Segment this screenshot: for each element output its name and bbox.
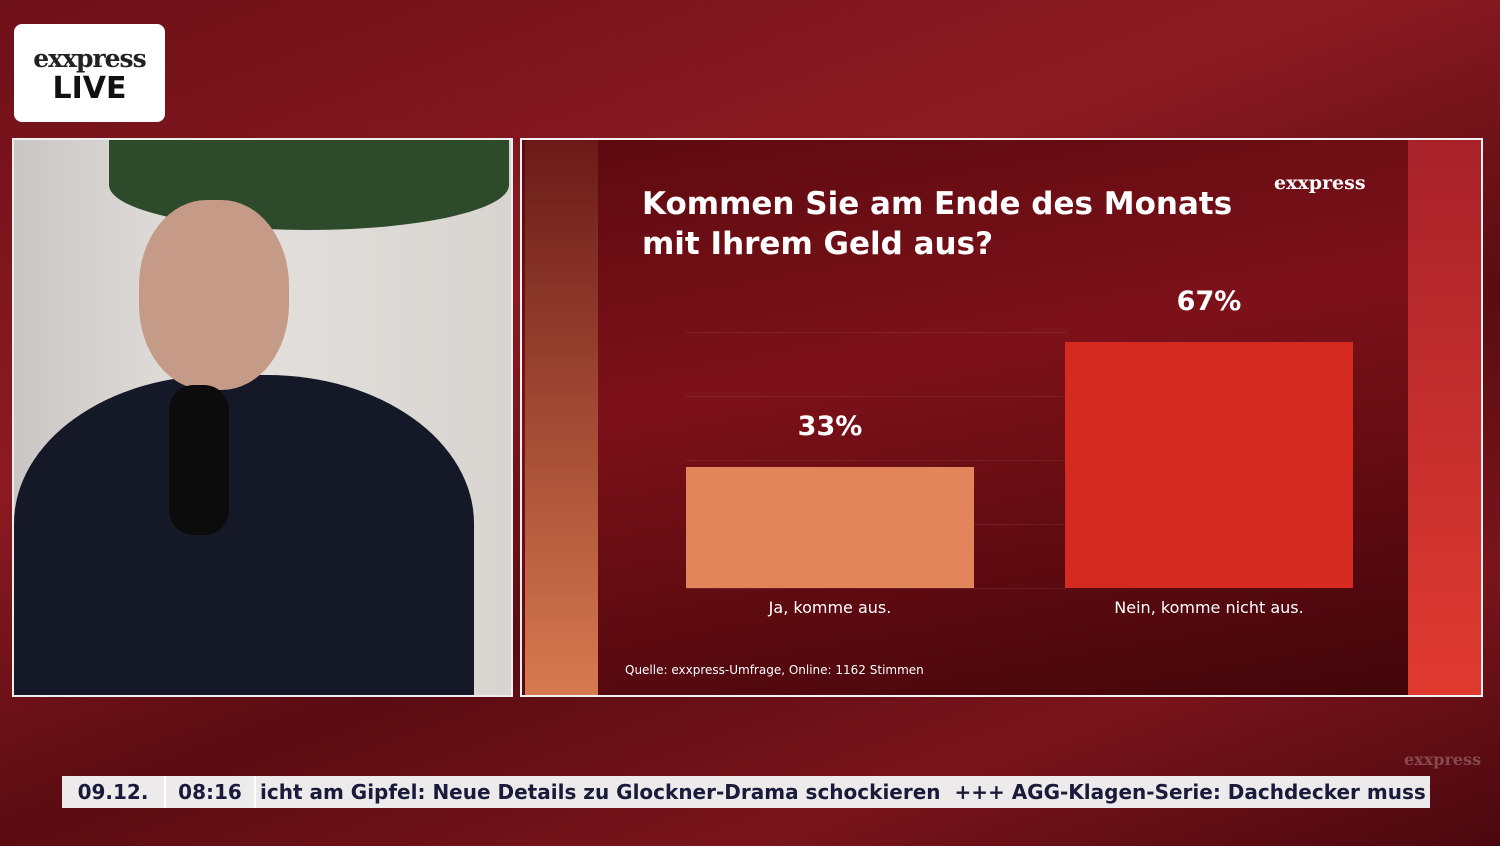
chart-title: Kommen Sie am Ende des Monats mit Ihrem … [642, 186, 1233, 262]
category-label: Ja, komme aus. [768, 598, 892, 617]
value-label: 33% [797, 410, 863, 442]
person-body [14, 375, 474, 695]
person-head [139, 200, 289, 390]
bar [1065, 342, 1353, 588]
grid-line [686, 588, 1066, 589]
grid-line [686, 332, 1066, 333]
watermark: exxpress [1404, 750, 1482, 769]
chart-source: Quelle: exxpress-Umfrage, Online: 1162 S… [625, 663, 924, 677]
microphone [169, 385, 229, 535]
logo-live: LIVE [52, 71, 127, 106]
category-label: Nein, komme nicht aus. [1114, 598, 1304, 617]
logo: exxpress LIVE [14, 24, 165, 122]
news-ticker: 09.12. 08:16 icht am Gipfel: Neue Details … [62, 776, 1430, 808]
left-stripe [525, 140, 598, 695]
chart-panel: Kommen Sie am Ende des Monats mit Ihrem … [520, 138, 1483, 697]
ticker-time: 08:16 [166, 776, 256, 808]
grid-line [686, 460, 1066, 461]
chart-brand: exxpress [1274, 172, 1366, 194]
logo-brand: exxpress [33, 44, 146, 73]
video-feed [12, 138, 513, 697]
right-stripe [1408, 140, 1481, 695]
ticker-text: icht am Gipfel: Neue Details zu Glockner… [260, 780, 1430, 804]
value-label: 67% [1176, 286, 1242, 318]
bar [686, 466, 974, 588]
grid-line [686, 396, 1066, 397]
ticker-date: 09.12. [62, 776, 166, 808]
